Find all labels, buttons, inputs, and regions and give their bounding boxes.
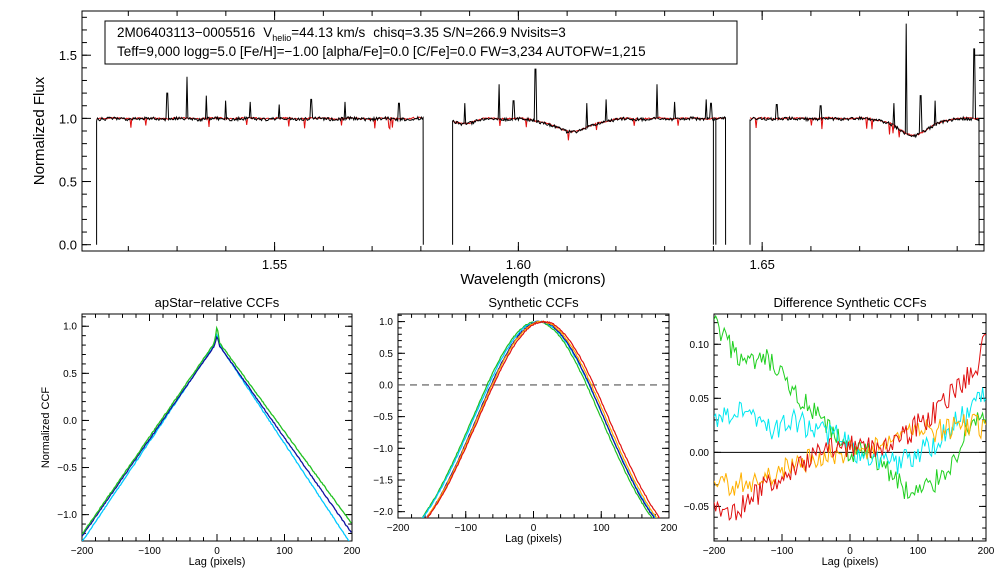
y-tick-label: −0.5 [57,463,77,474]
x-tick-label: −200 [71,546,94,557]
star-id: 2M06403113−0005516 [117,25,255,40]
x-tick-label: −200 [387,523,410,534]
x-tick-label: 200 [661,523,678,534]
y-tick-label: −2.0 [373,507,393,518]
y-tick-label: 1.0 [379,317,393,328]
synthetic-ccf-line-2 [422,320,657,518]
y-tick-label: −0.5 [373,412,393,423]
difference-ccf-panel: −200 −100 0 100 200 −0.05 0.00 0.05 0.10 Lag (pix… [684,295,995,568]
y-tick-label: −0.05 [684,502,710,513]
y-tick-label: 0.10 [690,340,710,351]
x-axis-title: Wavelength (microns) [460,271,605,288]
x-tick-label: 100 [276,546,293,557]
y-tick-label: 0.5 [379,349,393,360]
x-tick-label: −100 [771,546,794,557]
y-tick-label: 0.0 [379,380,393,391]
panel-title: Difference Synthetic CCFs [774,295,927,310]
y-tick-label: 1.0 [63,322,77,333]
x-tick-label: 100 [910,546,927,557]
x-tick-label: −100 [138,546,161,557]
difference-ccf-line-cyan [714,387,986,475]
x-tick-label: −200 [703,546,726,557]
y-tick-label: 0.05 [690,394,710,405]
x-tick-label: 1.55 [262,257,287,272]
info-box [104,20,738,65]
apstar-ccf-panel: −200 −100 0 100 200 −1.0 −0.5 0.0 0.5 1.0 Lag (pix… [40,295,361,568]
info-line-2: Teff=9,000 logg=5.0 [Fe/H]=−1.00 [alpha/… [117,44,646,59]
observed-spectrum-line [96,76,424,245]
y-axis-title: Normalized CCF [40,387,52,469]
panel-title: Synthetic CCFs [488,295,579,310]
y-tick-label: 0.0 [63,416,77,427]
x-tick-label: 0 [214,546,220,557]
y-tick-label: 0.5 [63,369,77,380]
panel-title: apStar−relative CCFs [155,295,280,310]
y-tick-label: 0.5 [59,175,77,190]
x-tick-label: 100 [593,523,610,534]
x-axis-title: Lag (pixels) [505,533,562,545]
ccf-line-visit-2 [82,335,352,537]
x-tick-label: −100 [454,523,477,534]
x-tick-label: 0 [531,523,537,534]
x-axis-title: Lag (pixels) [822,556,879,568]
y-tick-label: 1.5 [59,48,77,63]
x-tick-label: 0 [847,546,853,557]
ccf-line-visit-1 [82,332,350,541]
vhelio-label: V [263,25,272,40]
difference-ccf-line-green [714,314,986,499]
x-tick-label: 1.60 [506,257,531,272]
observed-spectrum-line [452,68,727,245]
fit-stats: chisq=3.35 S/N=266.9 Nvisits=3 [373,25,566,40]
y-tick-label: −1.5 [373,475,393,486]
observed-spectrum-line [749,23,980,245]
ccf-line-visit-3 [82,325,352,535]
y-axis-title: Normalized Flux [31,76,48,185]
synthetic-ccf-panel: −200 −100 0 100 200 −2.0 −1.5 −1.0 −0.5 0.0 0.5 1.0… [373,295,678,545]
synthetic-ccf-line-5 [426,320,661,518]
x-tick-label: 1.65 [750,257,775,272]
y-tick-label: 1.0 [59,111,77,126]
info-line-1: 2M06403113−0005516 Vhelio=44.13 km/s chisq… [117,25,566,43]
x-axis-title: Lag (pixels) [189,556,246,568]
synthetic-ccf-line-4 [426,320,658,518]
x-tick-label: 200 [978,546,995,557]
vhelio-subscript: helio [272,33,291,43]
y-tick-label: 0.0 [59,238,77,253]
y-tick-label: −1.0 [373,444,393,455]
y-tick-label: −1.0 [57,510,77,521]
y-tick-label: 0.00 [690,448,710,459]
difference-ccf-line-red [714,334,986,521]
spectrum-panel: 1.55 1.60 1.65 0.0 0.5 1.0 1.5 Wavelength (micr… [31,10,985,288]
vhelio-value: =44.13 km/s [291,25,365,40]
x-tick-label: 200 [344,546,361,557]
